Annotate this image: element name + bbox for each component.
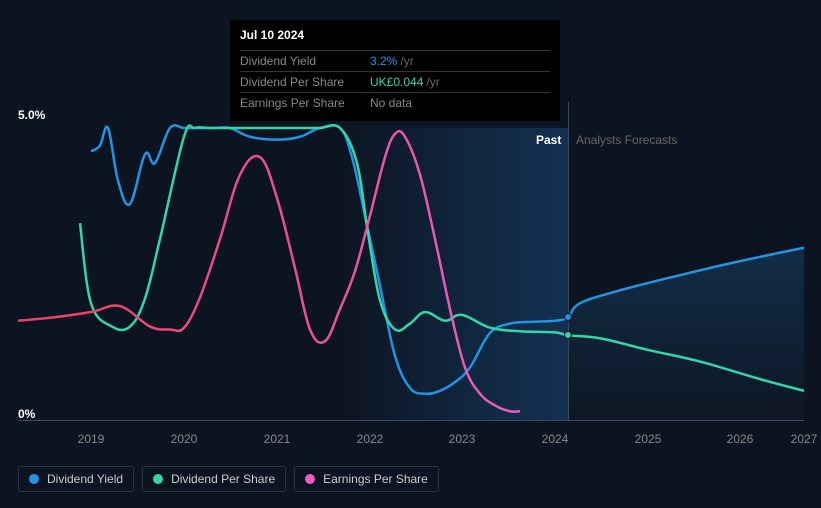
chart-legend: Dividend Yield Dividend Per Share Earnings…	[18, 466, 439, 492]
x-axis-baseline	[18, 420, 804, 421]
chart-tooltip: Jul 10 2024 Dividend Yield3.2%/yrDividen…	[230, 20, 560, 121]
legend-swatch-icon	[305, 474, 315, 484]
tooltip-row-label: Earnings Per Share	[240, 96, 370, 110]
past-divider-line	[568, 102, 569, 420]
x-axis-label: 2026	[727, 432, 754, 446]
tooltip-row: Earnings Per ShareNo data	[240, 92, 550, 113]
legend-label: Earnings Per Share	[323, 472, 428, 486]
x-axis-label: 2021	[264, 432, 291, 446]
tooltip-row-label: Dividend Per Share	[240, 75, 370, 89]
tooltip-row-value: 3.2%	[370, 54, 397, 68]
x-axis-label: 2025	[635, 432, 662, 446]
marker-dividend-yield	[564, 313, 572, 321]
legend-swatch-icon	[153, 474, 163, 484]
tooltip-row-unit: /yr	[400, 54, 413, 68]
tooltip-row-unit: /yr	[426, 75, 439, 89]
tooltip-date: Jul 10 2024	[240, 28, 550, 46]
legend-label: Dividend Yield	[47, 472, 123, 486]
legend-item[interactable]: Dividend Yield	[18, 466, 134, 492]
tooltip-row-label: Dividend Yield	[240, 54, 370, 68]
x-axis-label: 2020	[171, 432, 198, 446]
past-label: Past	[536, 133, 561, 147]
x-axis-label: 2019	[78, 432, 105, 446]
legend-swatch-icon	[29, 474, 39, 484]
x-axis-label: 2023	[449, 432, 476, 446]
tooltip-row: Dividend Per ShareUK£0.044/yr	[240, 71, 550, 92]
legend-item[interactable]: Earnings Per Share	[294, 466, 439, 492]
legend-label: Dividend Per Share	[171, 472, 275, 486]
tooltip-row-value: No data	[370, 96, 412, 110]
marker-dividend-per-share	[564, 331, 572, 339]
tooltip-row: Dividend Yield3.2%/yr	[240, 50, 550, 71]
legend-item[interactable]: Dividend Per Share	[142, 466, 286, 492]
tooltip-row-value: UK£0.044	[370, 75, 423, 89]
forecast-label: Analysts Forecasts	[576, 133, 677, 147]
x-axis-label: 2022	[357, 432, 384, 446]
dividend-chart: Jul 10 2024 Dividend Yield3.2%/yrDividen…	[0, 0, 821, 508]
x-axis-label: 2024	[542, 432, 569, 446]
x-axis-label: 2027	[791, 432, 818, 446]
